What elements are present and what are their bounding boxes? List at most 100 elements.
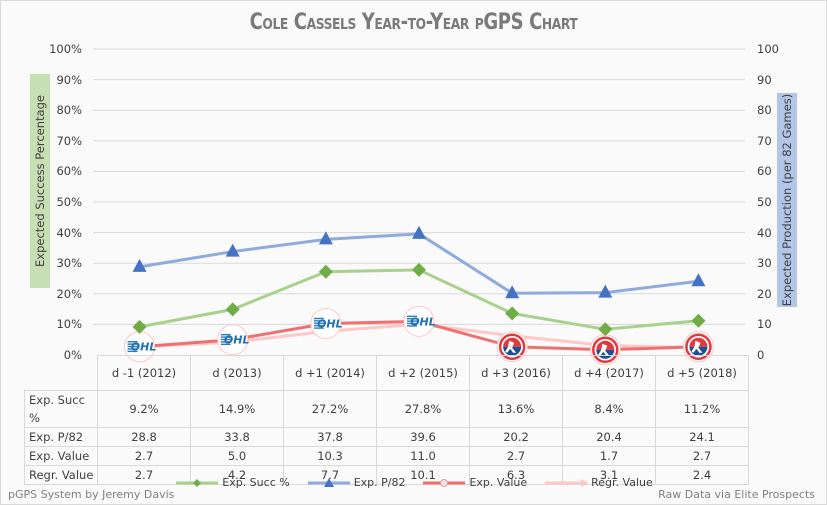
right-tick-label: 50: [757, 195, 772, 209]
right-tick-label: 70: [757, 133, 772, 148]
table-cell: 10.3: [283, 446, 377, 466]
succ-diamond-marker: [691, 313, 706, 328]
legend-diamond-icon: [193, 478, 202, 487]
table-row: Regr. Value 2.7 4.2 7.7 10.1 6.3 3.1 2.4: [24, 465, 749, 485]
ahl-player: [505, 340, 517, 353]
row-header: Exp. Succ %: [24, 390, 98, 428]
ohl-logo-text: OHL: [131, 341, 157, 354]
ohl-logo-marker: OHL: [217, 324, 250, 356]
table-cell: 1.7: [562, 446, 656, 466]
left-tick-label: 100%: [49, 42, 82, 56]
left-tick-label: 70%: [56, 133, 82, 148]
legend-arrow-icon: [581, 478, 589, 487]
table-cell: 2.7: [655, 446, 749, 466]
p82-triangle-marker: [505, 285, 520, 299]
table-cell: 20.2: [469, 427, 563, 447]
left-tick-label: 30%: [56, 256, 82, 271]
left-tick-label: 10%: [56, 317, 82, 332]
legend-swatch-icon: [423, 478, 466, 487]
legend-label: Regr. Value: [591, 476, 653, 489]
p82-triangle-marker: [412, 225, 426, 239]
footer-credit: pGPS System by Jeremy Davis: [8, 488, 175, 501]
chart-title: Cole Cassels Year-to-Year pGPS Chart: [249, 10, 578, 35]
table-cell: 27.2%: [283, 390, 377, 428]
table-row: Exp. Succ % 9.2% 14.9% 27.2% 27.8% 13.6% 8.4% 1…: [24, 390, 749, 428]
legend-label: Exp. P/82: [353, 476, 406, 489]
table-cell: 2.7: [97, 465, 191, 485]
ohl-logo-marker: OHL: [403, 305, 436, 337]
right-tick-label: 0: [757, 348, 765, 362]
table-cell: 11.0: [376, 446, 470, 466]
right-tick-label: 40: [757, 225, 772, 240]
left-tick-label: 80%: [56, 103, 82, 118]
marker-ring: [310, 307, 342, 339]
table-cell: 33.8: [190, 427, 284, 447]
left-tick-label: 90%: [56, 72, 82, 87]
ohl-logo-text: OHL: [410, 315, 436, 328]
p82-triangle-marker: [132, 258, 147, 272]
table-corner: [24, 355, 98, 391]
p82-triangle-marker: [691, 273, 706, 287]
category-label: d +3 (2016): [469, 355, 563, 391]
table-cell: 20.4: [562, 427, 656, 447]
succ-diamond-marker: [132, 319, 147, 334]
legend-triangle-icon: [323, 477, 334, 487]
right-tick-label: 60: [757, 164, 772, 179]
chart-legend: Exp. Succ % Exp. P/82 Exp. Value Regr. Valu…: [0, 476, 827, 492]
row-header: Exp. P/82: [24, 427, 98, 447]
category-label: d -1 (2012): [97, 355, 191, 391]
table-row: Exp. Value 2.7 5.0 10.3 11.0 2.7 1.7 2.7: [24, 446, 749, 466]
ohl-logo-marker: OHL: [310, 307, 343, 339]
category-label: d +5 (2018): [655, 355, 749, 391]
ahl-logo-marker: [496, 331, 528, 363]
ahl-player: [691, 340, 703, 353]
succ-diamond-marker: [412, 262, 426, 277]
row-header: Exp. Value: [24, 446, 98, 466]
right-tick-label: 80: [757, 103, 772, 118]
table-cell: 39.6: [376, 427, 470, 447]
table-cell: 4.2: [190, 465, 284, 485]
left-tick-label: 40%: [56, 225, 82, 240]
legend-swatch-icon: [176, 478, 219, 487]
p82-triangle-marker: [318, 231, 333, 245]
legend-swatch-icon: [307, 477, 350, 487]
p82-triangle-marker: [598, 284, 613, 298]
table-cell: 2.7: [469, 446, 563, 466]
data-table: d -1 (2012) d (2013) d +1 (2014) d +2 (2015…: [24, 355, 749, 485]
gridlines: [93, 48, 745, 325]
ohl-logo-text: OHL: [317, 317, 343, 330]
legend-item: Exp. Value: [421, 476, 527, 489]
row-header: Regr. Value: [24, 465, 98, 485]
table-cell: 24.1: [655, 427, 749, 447]
succ-diamond-marker: [505, 306, 520, 321]
legend-swatch-icon: [545, 478, 589, 487]
right-tick-label: 20: [757, 286, 772, 301]
category-label: d +4 (2017): [562, 355, 656, 391]
right-tick-label: 30: [757, 256, 772, 271]
marker-ring: [403, 305, 435, 337]
table-cell: 2.4: [655, 465, 749, 485]
ohl-logo-text: OHL: [224, 334, 250, 347]
category-label: d +1 (2014): [283, 355, 377, 391]
legend-item: Exp. Succ %: [174, 476, 290, 489]
category-label: d (2013): [190, 355, 284, 391]
legend-logo-icon: [440, 478, 449, 487]
succ-diamond-marker: [598, 322, 613, 337]
table-cell: 13.6%: [469, 390, 563, 428]
table-row: Exp. P/82 28.8 33.8 37.8 39.6 20.2 20.4 24.1: [24, 427, 749, 447]
left-tick-label: 50%: [56, 195, 82, 209]
marker-ring: [217, 324, 249, 356]
table-cell: 37.8: [283, 427, 377, 447]
legend-label: Exp. Value: [469, 476, 528, 489]
legend-item: Exp. P/82: [306, 476, 406, 489]
succ-diamond-marker: [318, 264, 333, 279]
right-tick-label: 90: [757, 72, 772, 87]
succ-diamond-marker: [225, 302, 240, 317]
table-header-row: d -1 (2012) d (2013) d +1 (2014) d +2 (2015…: [24, 355, 749, 391]
table-cell: 27.8%: [376, 390, 470, 428]
right-tick-label: 100: [757, 42, 779, 56]
table-cell: 3.1: [562, 465, 656, 485]
category-label: d +2 (2015): [376, 355, 470, 391]
ohl-logo-marker: OHL: [124, 331, 157, 363]
table-cell: 8.4%: [562, 390, 656, 428]
